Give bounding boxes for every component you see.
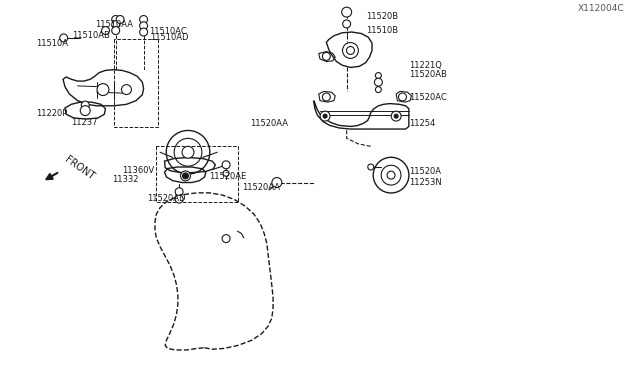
Circle shape — [323, 52, 330, 60]
Circle shape — [394, 114, 398, 118]
Circle shape — [60, 34, 68, 42]
Text: 11254: 11254 — [409, 119, 435, 128]
Text: 11510A: 11510A — [36, 39, 68, 48]
Circle shape — [97, 84, 109, 96]
Text: 11520AC: 11520AC — [409, 93, 447, 102]
Text: 11520AB: 11520AB — [409, 70, 447, 79]
Circle shape — [81, 101, 89, 109]
Text: 11520AA: 11520AA — [250, 119, 288, 128]
Text: 11510B: 11510B — [365, 26, 398, 35]
Text: 11520AD: 11520AD — [147, 193, 186, 203]
Circle shape — [342, 42, 358, 58]
Text: 11520A: 11520A — [409, 167, 441, 176]
Text: 11510AD: 11510AD — [150, 33, 189, 42]
Circle shape — [182, 146, 194, 158]
Circle shape — [223, 170, 229, 176]
Circle shape — [222, 161, 230, 169]
Circle shape — [320, 111, 330, 121]
Text: 11332: 11332 — [112, 175, 138, 184]
Circle shape — [140, 28, 148, 36]
Circle shape — [102, 26, 109, 35]
Circle shape — [122, 84, 131, 94]
Circle shape — [346, 46, 355, 54]
Circle shape — [175, 195, 183, 203]
Circle shape — [116, 16, 124, 23]
Text: 11520AE: 11520AE — [209, 172, 247, 181]
Circle shape — [368, 164, 374, 170]
Circle shape — [342, 20, 351, 28]
Text: 11520AA: 11520AA — [243, 183, 280, 192]
Circle shape — [80, 106, 90, 116]
Text: 11221Q: 11221Q — [409, 61, 442, 70]
Circle shape — [391, 111, 401, 121]
Circle shape — [376, 87, 381, 93]
Text: 11520B: 11520B — [365, 12, 398, 21]
Text: 11360V: 11360V — [122, 166, 154, 175]
Circle shape — [374, 78, 382, 86]
Circle shape — [323, 93, 330, 101]
Circle shape — [180, 171, 191, 181]
Circle shape — [376, 73, 381, 78]
Text: FRONT: FRONT — [63, 154, 96, 182]
Circle shape — [112, 26, 120, 35]
Text: X112004C: X112004C — [578, 4, 625, 13]
Circle shape — [387, 171, 395, 179]
Circle shape — [140, 16, 148, 23]
Circle shape — [342, 7, 351, 17]
Text: 11510AA: 11510AA — [95, 20, 132, 29]
Circle shape — [112, 16, 120, 23]
Circle shape — [112, 21, 120, 29]
Text: 11220P: 11220P — [36, 109, 67, 118]
Circle shape — [175, 188, 183, 196]
Circle shape — [140, 22, 148, 30]
Text: 11510AC: 11510AC — [148, 27, 186, 36]
Circle shape — [399, 93, 406, 101]
Circle shape — [222, 235, 230, 243]
Circle shape — [182, 173, 188, 179]
Text: 11253N: 11253N — [409, 178, 442, 187]
Circle shape — [272, 177, 282, 187]
Circle shape — [323, 114, 327, 118]
Text: 11510AB: 11510AB — [72, 31, 111, 39]
Text: 11237: 11237 — [71, 118, 98, 127]
